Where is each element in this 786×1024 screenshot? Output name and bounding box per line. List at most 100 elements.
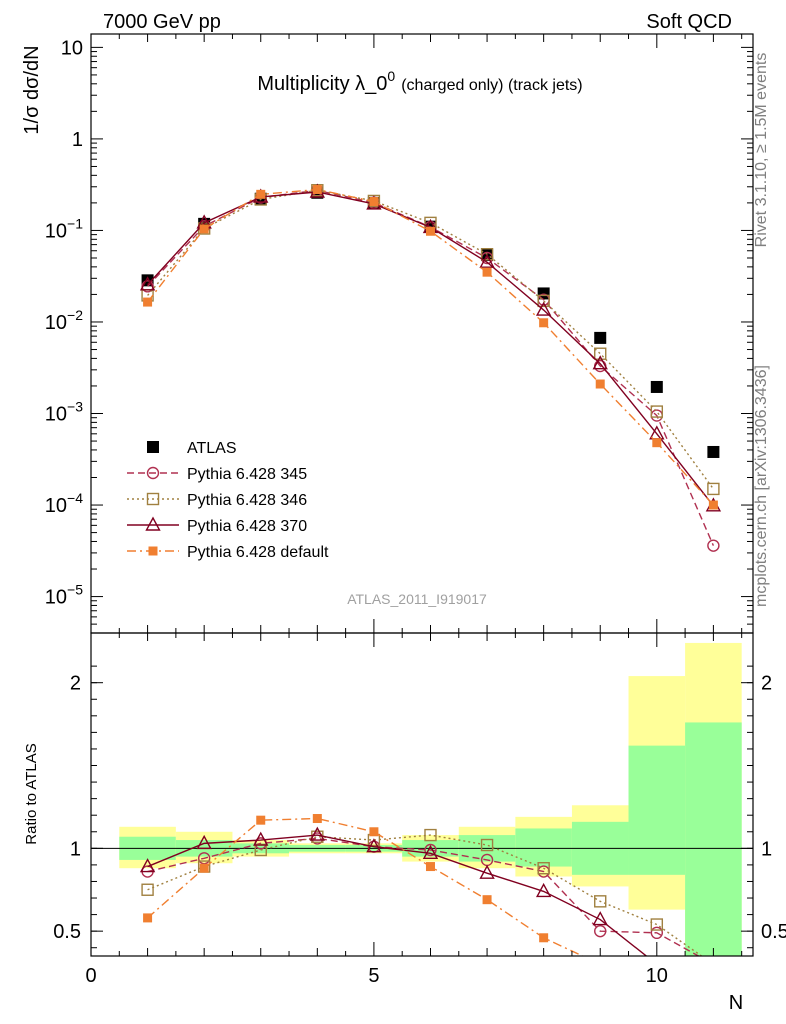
main-point-pdefault-8 — [539, 318, 549, 328]
band-inner-bin-8 — [515, 828, 572, 867]
main-title-superscript: 0 — [387, 68, 395, 84]
ratio-point-pdefault-2 — [199, 863, 209, 873]
main-point-atlas-9 — [594, 331, 607, 344]
ratio-point-p370-5 — [366, 838, 382, 853]
ratio-ytick-label-left-2: 2 — [70, 673, 81, 695]
main-point-p346-11 — [707, 482, 720, 496]
legend-label-p370: Pythia 6.428 370 — [187, 518, 307, 535]
main-ytick-label-0: 1 — [72, 129, 83, 151]
ratio-point-p370-3 — [253, 831, 269, 846]
ratio-point-p370-8 — [535, 882, 552, 898]
ratio-point-pdefault-8 — [539, 933, 549, 943]
ratio-point-p370-4 — [309, 826, 326, 841]
main-point-pdefault-4 — [312, 185, 322, 195]
ratio-xtick-label-10: 10 — [646, 965, 668, 987]
ratio-point-p370-1 — [139, 858, 156, 873]
main-point-p370-1 — [139, 276, 156, 291]
rivet-version-label: Rivet 3.1.10, ≥ 1.5M events — [753, 53, 770, 248]
ratio-point-pdefault-1 — [143, 913, 153, 923]
legend-marker-p346 — [146, 492, 160, 506]
band-inner-bin-11 — [685, 722, 742, 956]
ratio-point-p370-6 — [422, 844, 439, 860]
main-point-p345-1 — [141, 280, 154, 293]
ratio-xtick-label-0: 0 — [85, 965, 96, 987]
main-title: Multiplicity λ_00 (charged only) (track j… — [257, 68, 582, 95]
ratio-line-p370 — [147, 834, 648, 956]
ratio-point-p346-8 — [537, 862, 550, 875]
main-point-pdefault-10 — [652, 438, 662, 448]
legend-label-pdefault: Pythia 6.428 default — [187, 544, 329, 561]
analysis-tag: ATLAS_2011_I919017 — [347, 591, 487, 607]
main-point-atlas-10 — [650, 380, 663, 393]
band-inner-bin-10 — [628, 745, 686, 875]
main-point-pdefault-2 — [199, 224, 209, 234]
legend-label-p345: Pythia 6.428 345 — [187, 466, 307, 483]
ratio-point-p370-9 — [592, 911, 608, 926]
main-line-pdefault — [147, 188, 714, 506]
ratio-uncertainty-bands — [119, 642, 742, 956]
legend-marker-pdefault — [148, 546, 158, 556]
main-point-p370-7 — [479, 253, 495, 268]
legend-label-p346: Pythia 6.428 346 — [187, 492, 307, 509]
main-point-pdefault-6 — [425, 226, 435, 236]
main-ytick-label-1: 10 — [61, 37, 83, 59]
ratio-point-p370-7 — [479, 864, 495, 879]
ratio-series-group — [139, 814, 703, 956]
main-line-p346 — [147, 189, 714, 490]
legend: ATLAS Pythia 6.428 345 Pythia 6.428 346 Pyt… — [127, 440, 329, 561]
ratio-point-p346-9 — [594, 895, 607, 908]
main-series-group — [139, 183, 722, 552]
header-energy-label: 7000 GeV pp — [103, 11, 221, 33]
ratio-point-p346-7 — [480, 838, 494, 852]
main-point-p346-7 — [480, 248, 494, 261]
main-point-p370-8 — [535, 301, 552, 316]
ratio-line-p345 — [147, 837, 700, 956]
main-title-subtext: (charged only) (track jets) — [401, 77, 582, 94]
plot-frames — [90, 33, 754, 957]
main-title-text: Multiplicity λ_0 — [257, 73, 387, 95]
ratio-frame — [90, 632, 754, 957]
ratio-ytick-label-right-1: 1 — [761, 838, 772, 860]
axis-ticks-and-labels: 10 1 10−1 10−2 10−3 10−4 10−5 0 5 10 0.5 0.5 1 1 2 2 — [45, 34, 786, 987]
ratio-point-pdefault-6 — [425, 862, 435, 872]
main-point-p370-9 — [592, 355, 608, 370]
main-ytick-label--5: 10−5 — [45, 582, 83, 609]
main-point-pdefault-9 — [595, 379, 605, 389]
main-point-pdefault-3 — [256, 189, 266, 199]
main-point-p346-10 — [650, 405, 664, 418]
main-ytick-label--1: 10−1 — [45, 215, 83, 242]
ratio-point-pdefault-4 — [312, 814, 322, 824]
header-category-label: Soft QCD — [646, 11, 732, 33]
main-ylabel: 1/σ dσ/dN — [21, 45, 43, 134]
ratio-ylabel: Ratio to ATLAS — [23, 743, 40, 844]
main-point-p346-9 — [594, 347, 607, 360]
main-ytick-label--4: 10−4 — [45, 490, 83, 517]
ratio-xtick-label-5: 5 — [368, 965, 379, 987]
ratio-point-p346-10 — [650, 918, 664, 931]
main-point-pdefault-11 — [708, 500, 718, 510]
ratio-ytick-label-left-1: 1 — [70, 838, 81, 860]
main-point-atlas-8 — [537, 287, 550, 300]
main-line-p370 — [147, 191, 714, 507]
legend-label-atlas: ATLAS — [187, 440, 237, 457]
main-point-pdefault-1 — [143, 297, 153, 307]
ratio-point-pdefault-5 — [369, 827, 379, 837]
main-ytick-label--3: 10−3 — [45, 399, 83, 426]
ratio-xlabel: N — [729, 992, 743, 1014]
legend-marker-p370 — [145, 516, 161, 531]
main-point-p345-11 — [707, 539, 720, 552]
ratio-point-pdefault-7 — [482, 895, 492, 905]
ratio-point-p345-10 — [650, 926, 664, 940]
ratio-ytick-label-right-0.5: 0.5 — [761, 921, 786, 943]
ratio-line-p346 — [147, 834, 703, 956]
main-point-pdefault-7 — [482, 267, 492, 277]
ratio-point-p346-6 — [424, 828, 437, 842]
legend-marker-atlas — [147, 441, 159, 453]
main-point-p346-8 — [537, 294, 550, 308]
legend-marker-p345 — [146, 466, 160, 480]
main-point-pdefault-5 — [369, 197, 379, 207]
ratio-point-p345-9 — [594, 924, 607, 938]
ratio-ytick-label-left-0.5: 0.5 — [53, 921, 81, 943]
ratio-point-pdefault-3 — [256, 815, 266, 825]
